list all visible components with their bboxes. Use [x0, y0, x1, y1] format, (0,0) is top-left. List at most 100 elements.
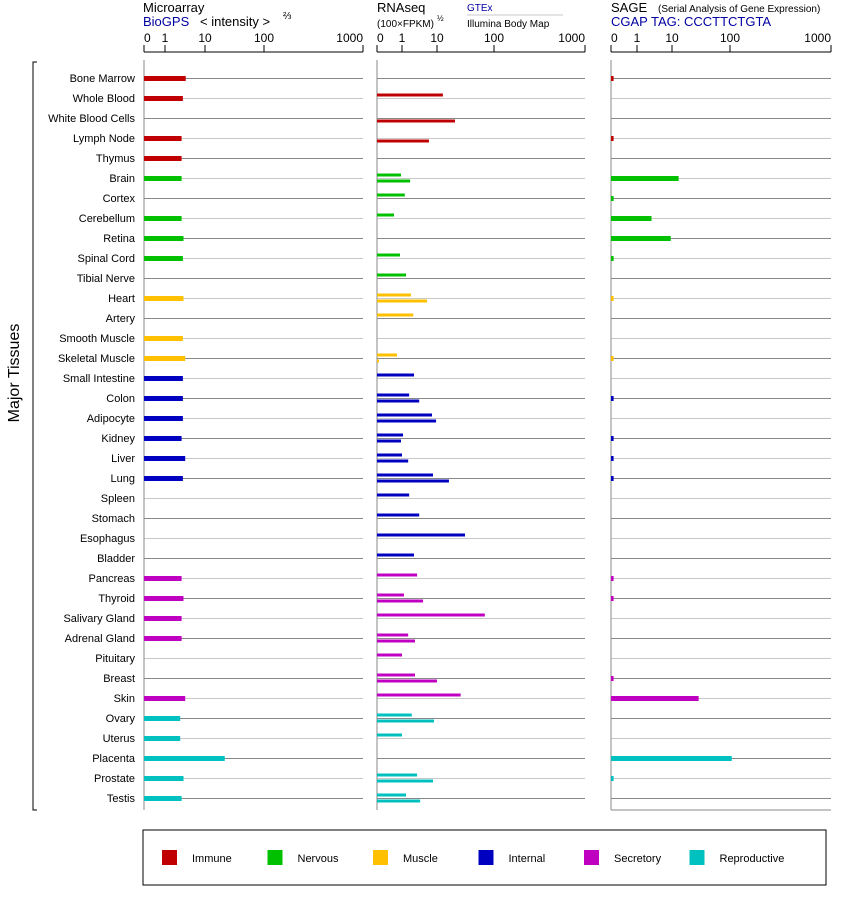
bar	[377, 459, 409, 463]
sage-tick-label: 0	[611, 31, 618, 45]
bar	[377, 713, 412, 717]
bar	[377, 473, 434, 477]
bar	[377, 299, 428, 303]
sage-panel: 0 1 10 100 1000	[610, 31, 832, 811]
bar	[611, 196, 614, 201]
bar	[611, 396, 614, 401]
bar	[611, 176, 679, 181]
legend-swatch	[162, 850, 177, 865]
sage-tick-label: 1000	[804, 31, 831, 45]
sage-header: SAGE (Serial Analysis of Gene Expression…	[611, 0, 820, 29]
bar	[611, 76, 614, 81]
tissue-label: Retina	[103, 233, 136, 245]
bar	[144, 576, 182, 581]
legend-item-internal: Internal	[478, 850, 546, 865]
rnaseq-tick-label: 0	[377, 31, 384, 45]
major-tissues-bracket: Major Tissues	[6, 61, 37, 811]
tissue-label: Lung	[111, 473, 135, 485]
tissue-label: Pancreas	[89, 573, 136, 585]
bar	[377, 599, 424, 603]
y-group-label: Major Tissues	[6, 324, 23, 423]
sage-tag: CGAP TAG: CCCTTCTGTA	[611, 14, 771, 29]
bar	[377, 453, 402, 457]
bar	[144, 216, 182, 221]
microarray-header: Microarray BioGPS < intensity > ⅔	[143, 0, 292, 29]
tissue-label: Bladder	[97, 553, 135, 565]
bar	[144, 736, 181, 741]
microarray-unit-exponent: ⅔	[283, 11, 292, 22]
microarray-title: Microarray	[143, 0, 205, 15]
rnaseq-tick-label: 1000	[558, 31, 585, 45]
tissue-label: Breast	[103, 673, 135, 685]
bar	[377, 353, 397, 357]
series-cgap-tag-cccttctgta	[611, 76, 732, 781]
bar	[611, 596, 614, 601]
bar	[611, 696, 699, 701]
tissue-label: Stomach	[92, 513, 135, 525]
bar	[144, 256, 183, 261]
bar	[377, 413, 433, 417]
bar	[144, 616, 182, 621]
microarray-tick-label: 0	[144, 31, 151, 45]
bar	[377, 613, 485, 617]
rnaseq-tick-label: 100	[484, 31, 504, 45]
series-illumina-body-map	[377, 119, 456, 803]
tissue-label: Thyroid	[98, 593, 135, 605]
bar	[377, 673, 415, 677]
rnaseq-source-illumina: Illumina Body Map	[467, 19, 550, 30]
bar	[377, 799, 421, 803]
tissue-label: Cerebellum	[79, 213, 135, 225]
bar	[144, 136, 182, 141]
bar	[611, 476, 614, 481]
tissue-label: Colon	[106, 393, 135, 405]
bar	[144, 236, 184, 241]
bar	[144, 76, 186, 81]
bar	[377, 773, 418, 777]
bar	[611, 756, 732, 761]
bar	[377, 573, 418, 577]
bar	[377, 179, 411, 183]
bar	[377, 93, 443, 97]
rnaseq-header: RNAseq (100×FPKM) ½ GTEx Illumina Body M…	[377, 0, 563, 30]
bar	[144, 336, 183, 341]
legend-swatch	[373, 850, 388, 865]
bar	[377, 253, 400, 257]
bar	[144, 596, 184, 601]
bar	[377, 419, 437, 423]
bar	[377, 373, 414, 377]
legend-label: Internal	[509, 853, 546, 865]
bar	[144, 436, 182, 441]
tissue-label: Skeletal Muscle	[58, 353, 135, 365]
bar	[144, 696, 186, 701]
bar	[377, 439, 401, 443]
bar	[377, 793, 406, 797]
bar	[377, 693, 461, 697]
bar	[611, 136, 614, 141]
bar	[144, 756, 225, 761]
bar	[144, 776, 184, 781]
bar	[377, 479, 449, 483]
bar	[144, 476, 183, 481]
tissue-label: Salivary Gland	[63, 613, 135, 625]
bar	[144, 176, 182, 181]
legend-swatch	[584, 850, 599, 865]
bar	[377, 399, 420, 403]
rnaseq-unit: (100×FPKM)	[377, 19, 434, 30]
tissue-label: Liver	[111, 453, 135, 465]
microarray-unit: < intensity >	[200, 14, 270, 29]
series-biogps	[144, 76, 225, 801]
tissue-label: Cortex	[103, 193, 136, 205]
microarray-tick-label: 100	[254, 31, 274, 45]
bar	[377, 639, 415, 643]
sage-title: SAGE	[611, 0, 647, 15]
tissue-label: Esophagus	[80, 533, 136, 545]
sage-tick-label: 10	[665, 31, 679, 45]
bar	[377, 553, 414, 557]
bar	[611, 356, 614, 361]
bar	[611, 236, 671, 241]
bar	[377, 593, 404, 597]
bar	[377, 359, 379, 363]
tissue-label: Whole Blood	[73, 93, 135, 105]
bar	[377, 193, 405, 197]
